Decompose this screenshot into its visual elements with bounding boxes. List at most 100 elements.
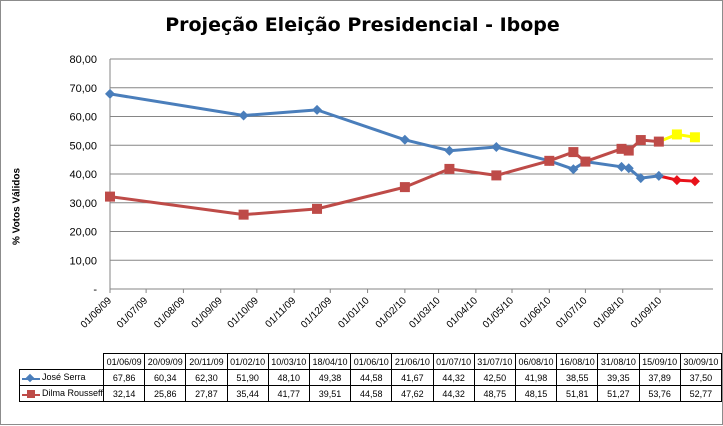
table-value-cell: 51,27 (597, 385, 640, 402)
table-value-cell: 41,67 (391, 369, 434, 386)
table-value-cell: 42,50 (473, 369, 516, 386)
data-point (312, 203, 323, 214)
data-point (653, 136, 664, 147)
table-value-cell: 44,32 (432, 369, 475, 386)
table-value-cell: 67,86 (102, 369, 146, 386)
table-date-cell: 16/08/10 (556, 353, 599, 370)
table-value-cell: 27,87 (185, 385, 228, 402)
table-value-cell: 51,90 (226, 369, 269, 386)
x-tick-label: 01/07/10 (554, 295, 590, 331)
table-value-cell: 44,58 (350, 385, 393, 402)
table-value-cell: 49,38 (308, 369, 352, 386)
data-point (238, 110, 249, 121)
table-value-cell: 51,81 (556, 385, 599, 402)
table-header-row: 01/06/09 20/09/09 20/11/09 01/02/10 10/03/10… (20, 353, 723, 370)
legend-dilma-marker (22, 389, 40, 399)
data-point (568, 147, 579, 158)
table-value-cell: 48,15 (514, 385, 558, 402)
legend-dilma: Dilma Rousseff (19, 385, 104, 402)
x-tick-label: 01/06/10 (518, 295, 554, 331)
x-tick-label: 01/10/09 (226, 295, 262, 331)
data-point (580, 156, 591, 167)
data-point (623, 145, 634, 156)
data-point (238, 209, 249, 220)
y-tick-label: 40,00 (69, 169, 97, 181)
data-point (568, 164, 579, 175)
data-point (544, 155, 555, 166)
table-date-cell: 18/04/10 (308, 353, 352, 370)
table-value-cell: 53,76 (638, 385, 681, 402)
table-value-cell: 48,10 (267, 369, 310, 386)
table-value-cell: 62,30 (185, 369, 228, 386)
data-point (623, 163, 634, 174)
data-point (671, 175, 682, 186)
table-date-cell: 06/08/10 (514, 353, 558, 370)
table-value-cell: 39,51 (308, 385, 352, 402)
series-line-0 (109, 92, 660, 180)
data-point (399, 182, 410, 193)
data-point (491, 142, 502, 153)
x-tick-label: 01/07/09 (115, 295, 151, 331)
data-point (312, 104, 323, 115)
table-date-cell: 31/08/10 (597, 353, 640, 370)
table-value-cell: 44,58 (350, 369, 393, 386)
x-tick-label: 01/04/10 (445, 295, 481, 331)
table-date-cell: 30/09/10 (679, 353, 723, 370)
x-tick-label: 01/08/10 (592, 295, 628, 331)
table-date-cell: 20/09/09 (144, 353, 187, 370)
x-tick-label: 01/06/09 (79, 295, 115, 331)
table-value-cell: 39,35 (597, 369, 640, 386)
x-tick-label: 01/02/10 (374, 295, 410, 331)
legend-serra-label: José Serra (42, 372, 86, 383)
table-value-cell: 35,44 (226, 385, 269, 402)
data-point (616, 161, 627, 172)
y-tick-label: 50,00 (69, 140, 97, 152)
data-point (105, 88, 115, 99)
table-value-cell: 47,62 (391, 385, 434, 402)
y-tick-label: - (93, 284, 97, 296)
data-point (491, 170, 502, 181)
data-point (444, 163, 455, 174)
table-value-cell: 48,75 (473, 385, 516, 402)
table-date-cell: 01/02/10 (226, 353, 269, 370)
y-tick-label: 70,00 (69, 83, 97, 95)
legend-serra-marker (22, 373, 40, 383)
x-tick-label: 01/01/10 (336, 295, 372, 331)
table-date-cell: 15/09/10 (638, 353, 681, 370)
table-value-cell: 44,32 (432, 385, 475, 402)
y-tick-label: 20,00 (69, 227, 97, 239)
y-tick-label: 80,00 (69, 54, 97, 66)
x-tick-label: 01/08/09 (152, 295, 188, 331)
x-tick-label: 01/09/10 (629, 295, 665, 331)
table-value-cell: 38,55 (556, 369, 599, 386)
legend-dilma-label: Dilma Rousseff (42, 388, 103, 399)
table-date-cell: 01/06/10 (350, 353, 393, 370)
table-value-cell: 41,98 (514, 369, 558, 386)
table-date-cell: 20/11/09 (185, 353, 228, 370)
data-point (635, 135, 646, 146)
table-value-cell: 25,86 (144, 385, 187, 402)
table-value-cell: 41,77 (267, 385, 310, 402)
y-tick-label: 60,00 (69, 112, 97, 124)
data-point (444, 145, 455, 156)
table-row-serra: José Serra 67,86 60,34 62,30 51,90 48,10 49,3… (19, 369, 723, 386)
table-corner (20, 354, 104, 370)
data-point (616, 143, 627, 154)
x-tick-label: 01/09/09 (190, 295, 226, 331)
data-point (689, 132, 700, 143)
data-point (671, 129, 682, 140)
table-value-cell: 52,77 (679, 385, 723, 402)
table-date-cell: 01/07/10 (432, 353, 475, 370)
x-tick-label: 01/11/09 (263, 295, 298, 330)
table-date-cell: 01/06/09 (102, 353, 146, 370)
y-tick-label: 10,00 (69, 255, 97, 267)
data-point (653, 170, 664, 181)
table-value-cell: 37,50 (679, 369, 723, 386)
data-point (105, 191, 115, 202)
chart-title: Projeção Eleição Presidencial - Ibope (165, 14, 560, 36)
legend-serra: José Serra (19, 369, 104, 386)
table-row-dilma: Dilma Rousseff 32,14 25,86 27,87 35,44 41,77… (19, 385, 723, 402)
data-point (635, 173, 646, 184)
